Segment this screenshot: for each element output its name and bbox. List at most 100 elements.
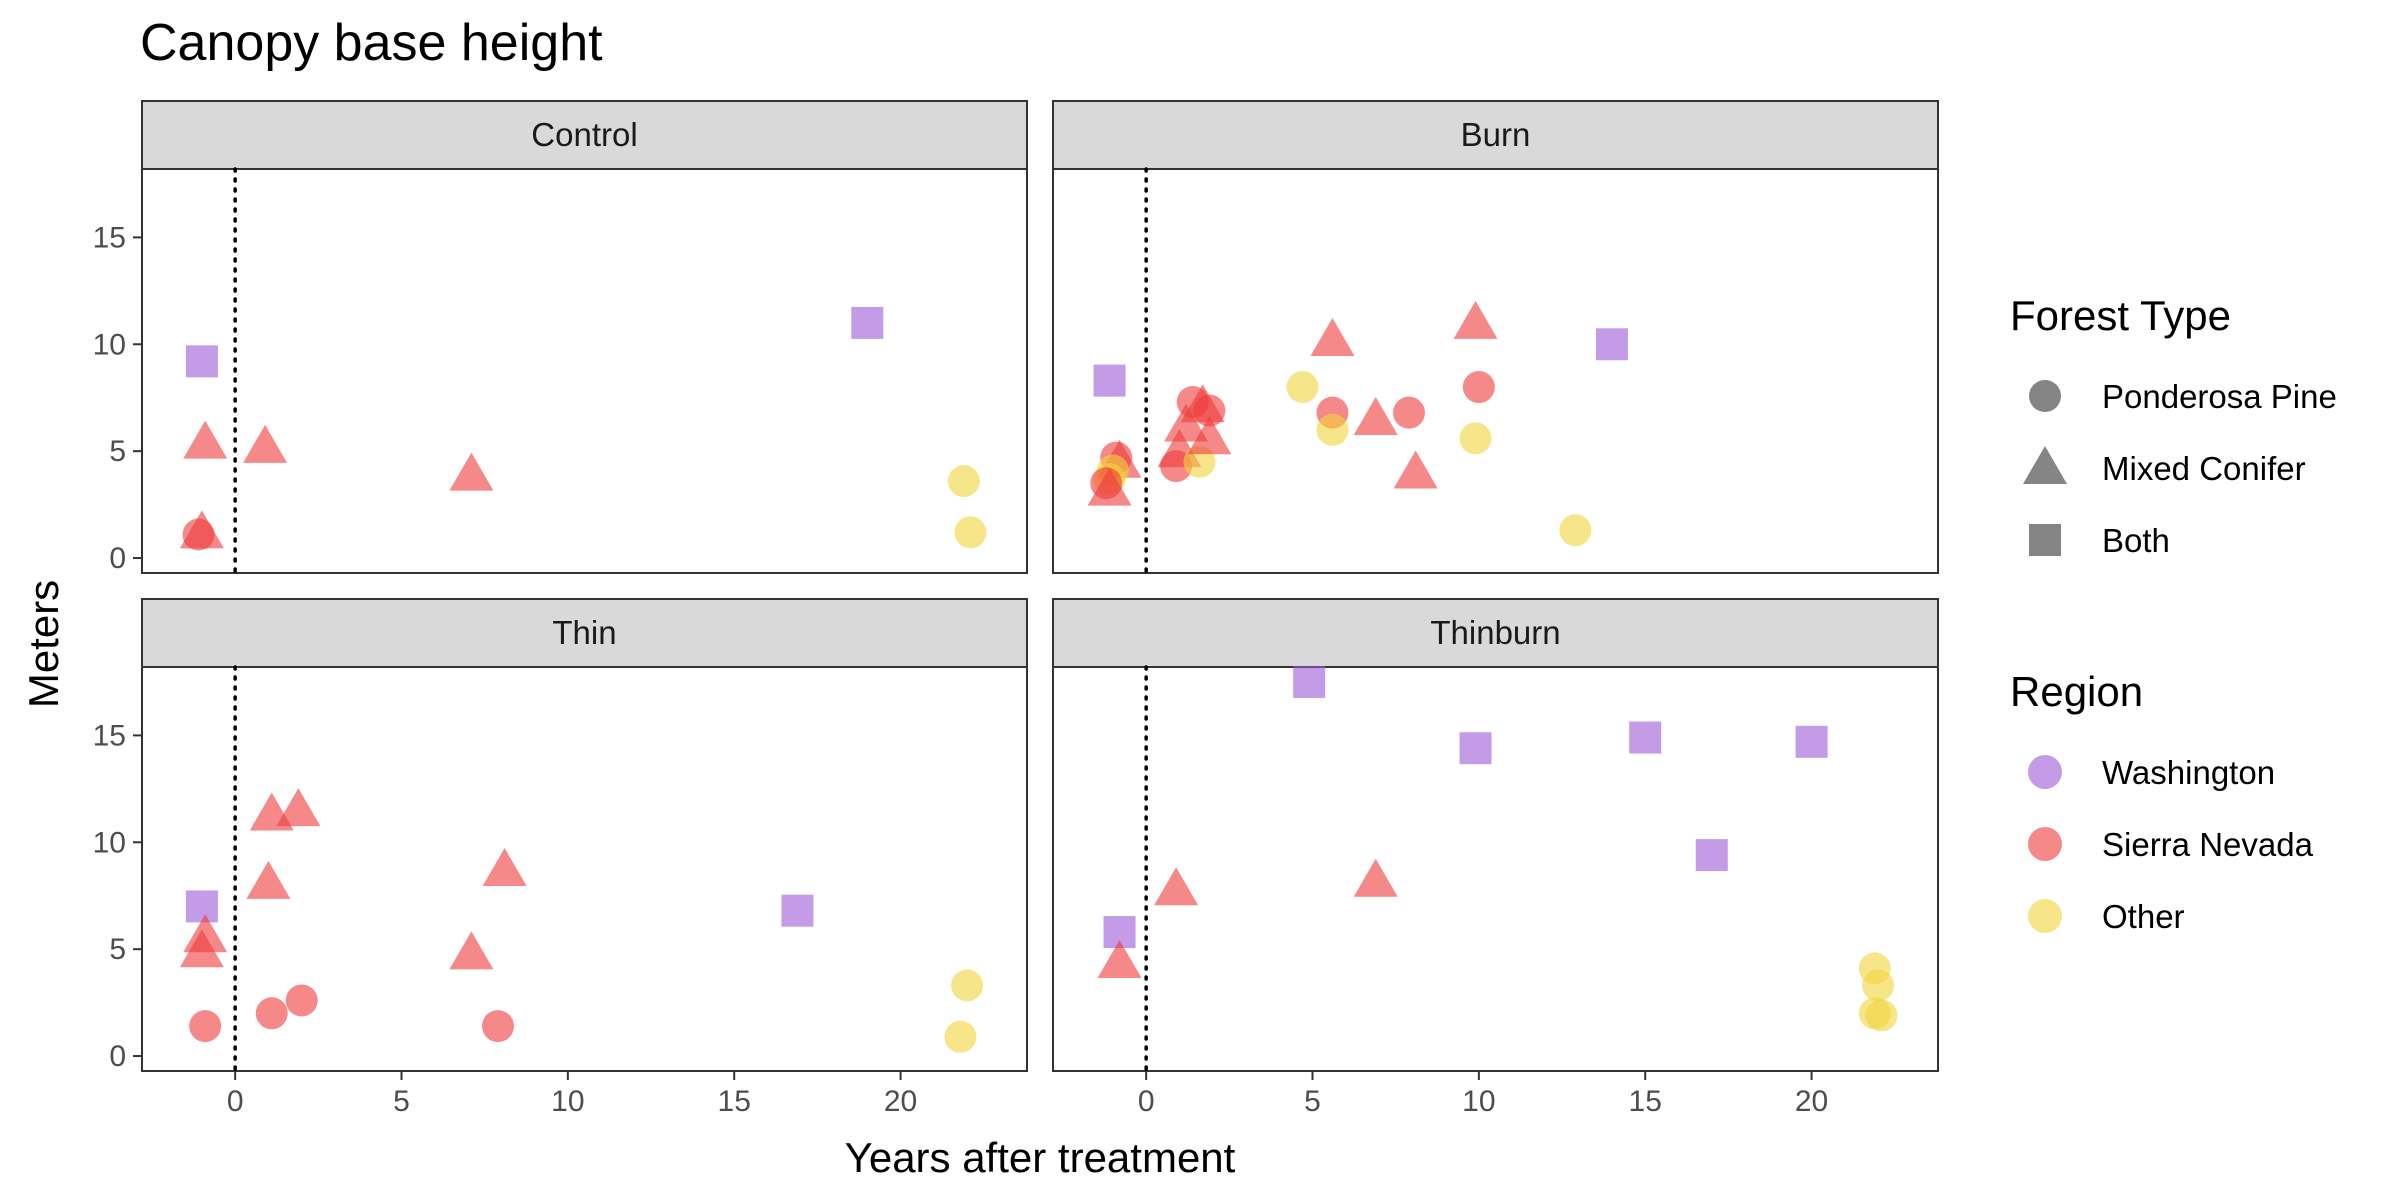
legend-label-sierra-nevada: Sierra Nevada — [2102, 826, 2314, 863]
legend-key-triangle — [2023, 445, 2067, 484]
y-tick-label-0: 0 — [109, 542, 126, 575]
point-thin-14 — [944, 1020, 977, 1053]
x-tick-label-15: 15 — [1629, 1085, 1662, 1118]
y-tick-label-10: 10 — [93, 826, 126, 859]
panel-thin: Thin 0 5 10 15 0 5 10 15 20 — [93, 598, 1028, 1118]
point-thinburn-1 — [1097, 939, 1142, 978]
point-thin-7 — [255, 997, 288, 1030]
point-burn-16 — [1310, 317, 1355, 356]
point-thinburn-5 — [1459, 732, 1492, 765]
x-tick-label-10: 10 — [551, 1085, 584, 1118]
legend-key-circle — [2029, 380, 2061, 412]
points-burn — [1087, 300, 1628, 547]
point-thin-13 — [951, 969, 984, 1002]
point-control-4 — [243, 424, 288, 463]
point-thinburn-7 — [1695, 839, 1728, 872]
point-thin-12 — [781, 894, 814, 927]
point-control-8 — [954, 516, 987, 549]
panel-border-thinburn — [1052, 666, 1939, 1072]
point-control-7 — [947, 465, 980, 498]
panel-control: Control 0 5 10 15 — [93, 100, 1028, 575]
point-control-1 — [183, 420, 228, 459]
point-thin-8 — [285, 984, 318, 1017]
point-control-3 — [179, 510, 224, 549]
y-tick-label-5: 5 — [109, 435, 126, 468]
y-tick-label-15: 15 — [93, 719, 126, 752]
legend-key-washington — [2028, 755, 2062, 789]
point-burn-13 — [1193, 394, 1226, 427]
panel-strip-label-control: Control — [531, 116, 637, 153]
x-tick-label-0: 0 — [1138, 1085, 1155, 1118]
point-control-6 — [851, 306, 884, 339]
points-thin — [179, 788, 984, 1053]
legend-title-region: Region — [2010, 668, 2143, 715]
panel-strip-control — [141, 100, 1028, 170]
point-burn-25 — [1559, 514, 1592, 547]
legend-label-mixed-conifer: Mixed Conifer — [2102, 450, 2306, 487]
point-thin-3 — [189, 1010, 222, 1043]
legend: Forest Type Ponderosa Pine Mixed Conifer Bo… — [2010, 292, 2337, 935]
panel-strip-thin — [141, 598, 1028, 668]
panel-thinburn: Thinburn 0 5 10 15 20 — [1052, 598, 1939, 1118]
legend-label-both: Both — [2102, 522, 2170, 559]
point-thin-11 — [481, 1010, 514, 1043]
point-burn-6 — [1087, 467, 1132, 506]
x-tick-label-5: 5 — [393, 1085, 410, 1118]
x-tick-label-0: 0 — [227, 1085, 244, 1118]
point-thin-2 — [179, 929, 224, 968]
panel-border-burn — [1052, 168, 1939, 574]
panel-strip-label-thin: Thin — [552, 614, 616, 651]
panel-strip-label-burn: Burn — [1461, 116, 1531, 153]
panel-strip-thinburn — [1052, 598, 1939, 668]
point-burn-22 — [1453, 300, 1498, 339]
panel-strip-label-thinburn: Thinburn — [1430, 614, 1560, 651]
points-control — [179, 306, 987, 551]
point-thinburn-8 — [1795, 725, 1828, 758]
point-burn-23 — [1462, 371, 1495, 404]
x-tick-label-20: 20 — [884, 1085, 917, 1118]
panel-strip-burn — [1052, 100, 1939, 170]
chart-title: Canopy base height — [140, 14, 603, 72]
y-tick-label-10: 10 — [93, 328, 126, 361]
legend-label-other: Other — [2102, 898, 2185, 935]
legend-key-sierra-nevada — [2028, 827, 2062, 861]
point-burn-14 — [1187, 416, 1232, 455]
legend-title-forest-type: Forest Type — [2010, 292, 2231, 339]
point-burn-19 — [1353, 397, 1398, 436]
point-thinburn-4 — [1353, 858, 1398, 897]
point-thinburn-2 — [1154, 867, 1199, 906]
x-tick-label-20: 20 — [1795, 1085, 1828, 1118]
point-thinburn-3 — [1293, 665, 1326, 698]
point-thinburn-12 — [1865, 999, 1898, 1032]
point-burn-21 — [1393, 450, 1438, 489]
legend-key-other — [2028, 899, 2062, 933]
y-tick-label-15: 15 — [93, 221, 126, 254]
point-burn-15 — [1286, 371, 1319, 404]
points-thinburn — [1097, 665, 1898, 1032]
x-tick-label-5: 5 — [1304, 1085, 1321, 1118]
x-tick-label-10: 10 — [1462, 1085, 1495, 1118]
point-thin-9 — [449, 931, 494, 970]
legend-label-ponderosa-pine: Ponderosa Pine — [2102, 378, 2337, 415]
point-burn-20 — [1392, 396, 1425, 429]
point-thin-4 — [246, 860, 291, 899]
point-thinburn-10 — [1862, 969, 1895, 1002]
point-burn-26 — [1595, 328, 1628, 361]
point-thin-10 — [482, 848, 527, 887]
point-thin-0 — [185, 890, 218, 923]
y-tick-label-0: 0 — [109, 1040, 126, 1073]
point-thinburn-6 — [1629, 721, 1662, 754]
panel-burn: Burn — [1052, 100, 1939, 575]
point-thin-6 — [276, 788, 321, 827]
panel-border-control — [141, 168, 1028, 574]
legend-key-square — [2029, 524, 2061, 556]
x-axis-title: Years after treatment — [845, 1134, 1236, 1181]
legend-label-washington: Washington — [2102, 754, 2275, 791]
point-burn-9 — [1164, 403, 1209, 442]
y-tick-label-5: 5 — [109, 933, 126, 966]
point-burn-0 — [1093, 364, 1126, 397]
point-control-0 — [185, 345, 218, 378]
y-axis-title: Meters — [20, 580, 67, 708]
